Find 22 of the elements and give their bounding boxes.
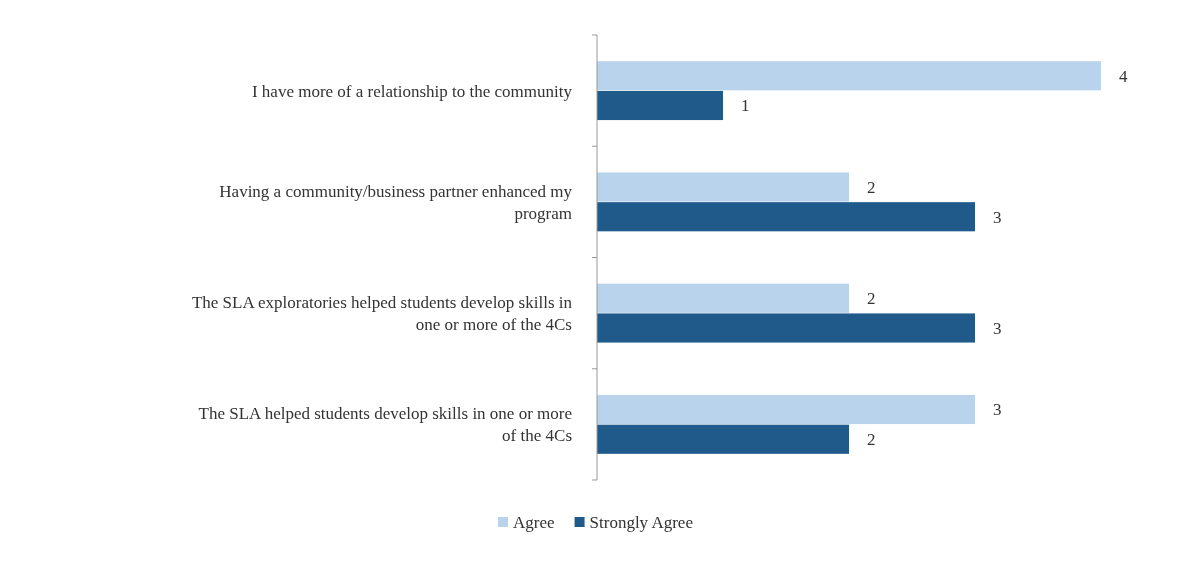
data-label: 3: [993, 318, 1002, 338]
y-tick-label: Having a community/business partner enhanced my program: [219, 181, 573, 223]
data-label: 3: [993, 207, 1002, 227]
data-label: 1: [741, 96, 750, 116]
y-tick-label: The SLA helped students develop skills in one or more of the 4Cs: [198, 404, 572, 446]
data-label: 2: [867, 289, 876, 309]
y-tick-label: I have more of a relationship to the community: [251, 81, 573, 101]
bar: [597, 90, 723, 121]
data-label: 2: [867, 177, 876, 197]
bar: [597, 394, 975, 425]
data-label: 3: [993, 400, 1002, 420]
bar: [597, 61, 1101, 91]
data-label: 2: [867, 430, 876, 450]
bar: [597, 202, 975, 232]
data-label: 4: [1119, 66, 1128, 86]
bar: [597, 313, 975, 343]
bar: [597, 424, 849, 454]
y-tick-label: The SLA exploratories helped students develop skills in one or more of the 4Cs: [191, 293, 573, 335]
bar: [597, 172, 849, 202]
bar: [597, 283, 849, 313]
legend-label: Strongly Agree: [589, 512, 693, 532]
legend-label: Agree: [513, 512, 555, 532]
